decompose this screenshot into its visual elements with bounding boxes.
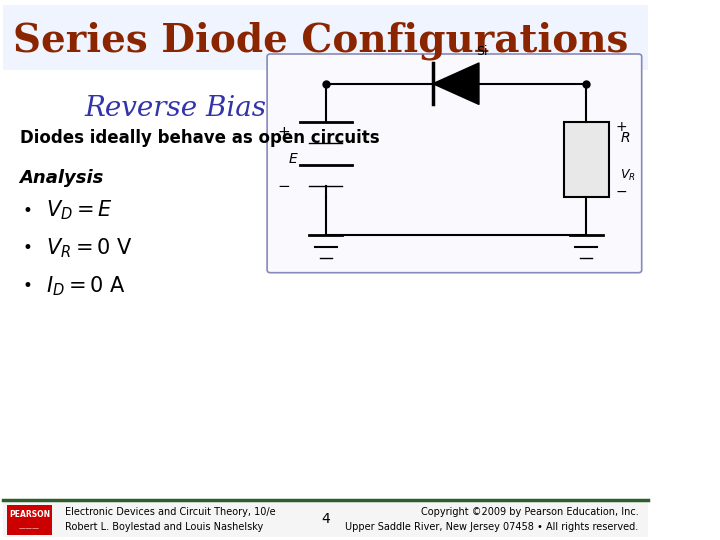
Text: Series Diode Configurations: Series Diode Configurations <box>13 21 629 60</box>
Text: Diodes ideally behave as open circuits: Diodes ideally behave as open circuits <box>19 129 379 147</box>
FancyBboxPatch shape <box>267 54 642 273</box>
Text: •: • <box>23 277 32 295</box>
Text: Analysis: Analysis <box>19 169 104 187</box>
Text: Copyright ©2009 by Pearson Education, Inc.: Copyright ©2009 by Pearson Education, In… <box>420 507 639 517</box>
Text: Reverse Bias: Reverse Bias <box>85 94 267 122</box>
Text: R: R <box>620 131 630 145</box>
Text: $\mathit{V}_D = E$: $\mathit{V}_D = E$ <box>45 199 112 222</box>
Bar <box>564 122 609 197</box>
Text: •: • <box>23 201 32 220</box>
Text: $\mathit{V}_R = 0\ \mathrm{V}$: $\mathit{V}_R = 0\ \mathrm{V}$ <box>45 237 132 260</box>
Bar <box>6 505 52 535</box>
Text: $\mathit{I}_D = 0\ \mathrm{A}$: $\mathit{I}_D = 0\ \mathrm{A}$ <box>45 274 125 298</box>
Text: $V_R$: $V_R$ <box>620 168 636 183</box>
Text: Robert L. Boylestad and Louis Nashelsky: Robert L. Boylestad and Louis Nashelsky <box>65 522 264 531</box>
Text: •: • <box>23 239 32 258</box>
FancyBboxPatch shape <box>0 0 654 540</box>
Text: 4: 4 <box>321 512 330 526</box>
Text: +: + <box>616 120 627 134</box>
Text: +: + <box>277 125 289 140</box>
Text: PEARSON: PEARSON <box>9 510 50 518</box>
Text: −: − <box>616 185 627 199</box>
Bar <box>4 5 648 70</box>
Polygon shape <box>433 63 479 104</box>
Text: Upper Saddle River, New Jersey 07458 • All rights reserved.: Upper Saddle River, New Jersey 07458 • A… <box>345 522 639 531</box>
Text: Electronic Devices and Circuit Theory, 10/e: Electronic Devices and Circuit Theory, 1… <box>65 507 276 517</box>
Text: E: E <box>289 152 297 166</box>
Text: −: − <box>277 179 289 194</box>
Bar <box>4 500 648 537</box>
Text: Si: Si <box>477 45 488 58</box>
Text: ———: ——— <box>19 525 40 531</box>
